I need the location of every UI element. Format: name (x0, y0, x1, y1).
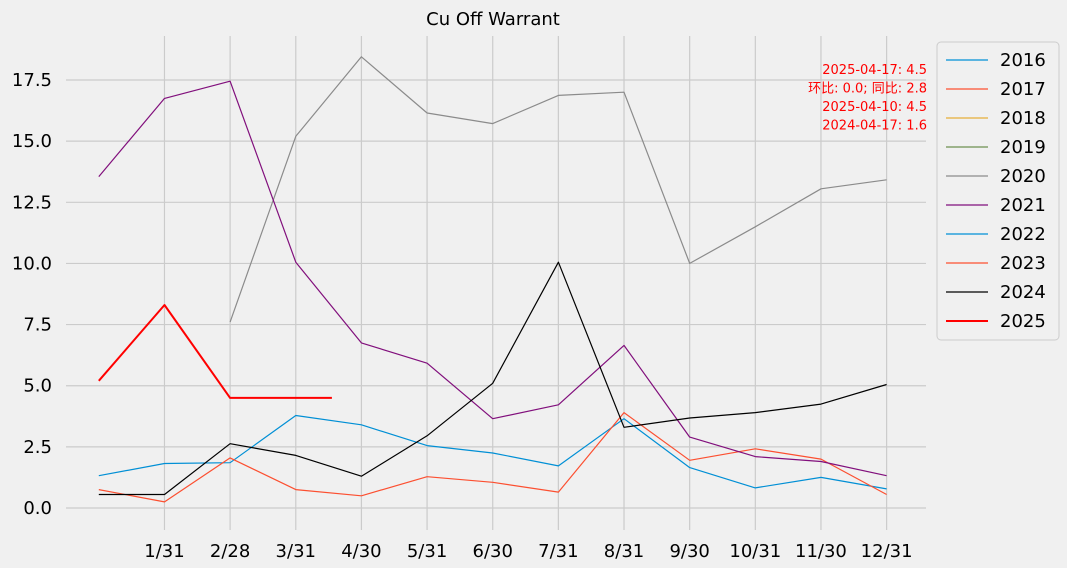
y-tick-label: 0.0 (23, 498, 52, 519)
x-tick-label: 2/28 (210, 541, 250, 562)
y-tick-label: 17.5 (12, 70, 52, 91)
legend-label-2017: 2017 (1000, 79, 1046, 100)
y-axis-tick-labels: 0.0 2.5 5.0 7.5 10.0 12.5 15.0 17.5 (12, 70, 52, 519)
x-tick-label: 11/30 (795, 541, 847, 562)
series-line-2020 (229, 56, 887, 323)
annotation-line: 2025-04-17: 4.5 (822, 63, 927, 78)
legend-label-2020: 2020 (1000, 166, 1046, 187)
annotation-line: 2024-04-17: 1.6 (822, 119, 927, 134)
x-tick-label: 1/31 (144, 541, 184, 562)
x-tick-label: 10/31 (729, 541, 781, 562)
x-tick-label: 12/31 (861, 541, 913, 562)
x-tick-label: 7/31 (538, 541, 578, 562)
x-tick-label: 4/30 (341, 541, 381, 562)
series-line-2017 (98, 412, 887, 503)
legend-label-2019: 2019 (1000, 137, 1046, 158)
annotation-line: 环比: 0.0; 同比: 2.8 (808, 82, 927, 97)
legend-frame (936, 41, 1060, 341)
series-lines (98, 56, 887, 503)
series-line-2021 (98, 80, 887, 477)
y-tick-label: 10.0 (12, 253, 52, 274)
y-tick-label: 12.5 (12, 192, 52, 213)
legend-label-2022: 2022 (1000, 224, 1046, 245)
x-tick-label: 9/30 (669, 541, 709, 562)
legend-label-2021: 2021 (1000, 195, 1046, 216)
y-tick-label: 5.0 (23, 376, 52, 397)
y-tick-label: 2.5 (23, 437, 52, 458)
grid (66, 36, 926, 530)
legend-label-2018: 2018 (1000, 108, 1046, 129)
chart-title: Cu Off Warrant (426, 9, 560, 30)
legend-label-2023: 2023 (1000, 253, 1046, 274)
annotation-line: 2025-04-10: 4.5 (822, 100, 927, 115)
x-tick-label: 5/31 (407, 541, 447, 562)
x-tick-label: 6/30 (473, 541, 513, 562)
x-tick-label: 3/31 (276, 541, 316, 562)
legend: 2016 2017 2018 2019 2020 2021 2022 2023 2024 2025 (936, 41, 1060, 341)
legend-label-2025: 2025 (1000, 311, 1046, 332)
x-tick-label: 8/31 (604, 541, 644, 562)
x-axis-tick-labels: 1/31 2/28 3/31 4/30 5/31 6/30 7/31 8/31 9/30 10/3… (144, 541, 912, 562)
annotation-box: 2025-04-17: 4.5 环比: 0.0; 同比: 2.8 2025-04-1… (808, 63, 927, 134)
series-line-2025 (98, 304, 332, 399)
series-line-2024 (98, 261, 887, 496)
y-tick-label: 7.5 (23, 315, 52, 336)
series-line-2016 (98, 414, 887, 490)
legend-label-2024: 2024 (1000, 282, 1046, 303)
legend-label-2016: 2016 (1000, 50, 1046, 71)
y-tick-label: 15.0 (12, 131, 52, 152)
